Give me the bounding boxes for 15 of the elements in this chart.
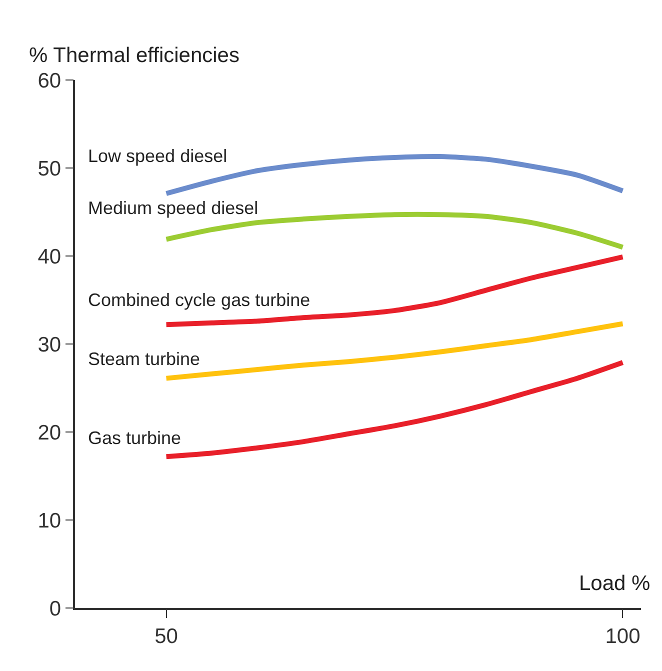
y-tick-label: 20 [38, 421, 62, 444]
y-tick-label: 60 [38, 69, 62, 92]
y-tick-label: 50 [38, 157, 62, 180]
y-tick-label: 0 [49, 597, 62, 620]
y-tick-label: 10 [38, 509, 62, 532]
x-tick-label: 100 [605, 624, 640, 648]
y-axis-title: % Thermal efficiencies [29, 44, 240, 67]
series-label: Steam turbine [88, 349, 200, 369]
series-label: Medium speed diesel [88, 198, 258, 218]
y-tick-label: 40 [38, 245, 62, 268]
series-label: Gas turbine [88, 428, 182, 448]
series-label: Combined cycle gas turbine [88, 290, 310, 310]
x-axis-title: Load % [579, 572, 650, 595]
series-label: Low speed diesel [88, 146, 228, 166]
y-tick-label: 30 [38, 333, 62, 356]
